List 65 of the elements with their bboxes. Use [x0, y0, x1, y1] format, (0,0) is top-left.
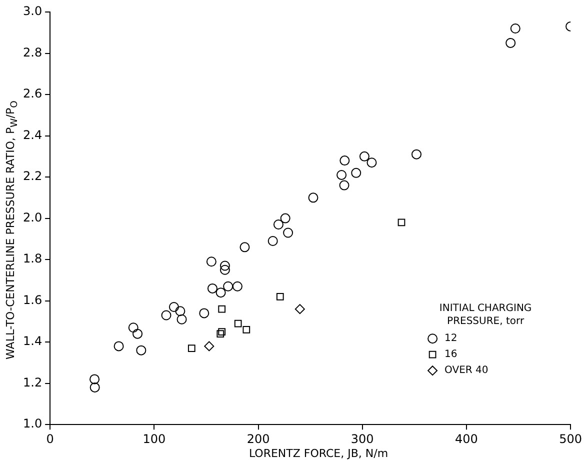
y-tick-label: 2.6	[22, 86, 42, 101]
point	[273, 219, 284, 230]
point	[199, 308, 210, 318]
point	[161, 310, 172, 320]
point	[188, 344, 196, 352]
y-tick-label: 2.8	[22, 45, 42, 60]
point	[308, 192, 318, 203]
point	[398, 218, 406, 226]
x-tick-label: 400	[455, 432, 478, 446]
point	[207, 283, 218, 294]
y-tick-label: 1.2	[22, 375, 42, 390]
x-tick-label: 300	[350, 432, 374, 446]
point	[268, 236, 278, 246]
point	[136, 345, 146, 356]
point	[359, 151, 370, 162]
x-tick-label: 200	[246, 432, 270, 446]
point	[220, 260, 230, 271]
legend-label: 12	[444, 333, 458, 344]
point	[132, 328, 143, 339]
point	[168, 302, 179, 312]
point	[366, 158, 377, 168]
point	[510, 24, 520, 34]
point	[280, 213, 290, 224]
point	[220, 264, 230, 275]
point	[128, 322, 138, 333]
point	[90, 374, 100, 384]
point	[336, 170, 347, 180]
point	[218, 305, 226, 313]
legend-label: 16	[444, 349, 458, 360]
y-tick-label: 2.2	[22, 169, 42, 184]
y-tick-label: 2.0	[22, 210, 42, 224]
legend-title: INITIAL CHARGING PRESSURE, torr	[439, 303, 532, 328]
point	[242, 326, 250, 334]
point	[506, 38, 516, 48]
point	[175, 306, 186, 316]
point	[411, 149, 422, 160]
y-tick-label: 2.4	[22, 128, 42, 142]
point	[114, 341, 124, 352]
y-tick-label: 3.0	[22, 4, 42, 18]
point	[90, 382, 100, 392]
legend-label: OVER 40	[444, 365, 488, 376]
point	[216, 288, 226, 298]
point	[176, 314, 187, 324]
point	[218, 328, 226, 336]
point	[223, 281, 234, 292]
point	[240, 242, 250, 252]
point	[234, 320, 242, 328]
x-tick-label: 100	[142, 432, 166, 446]
point	[276, 293, 284, 300]
point	[283, 228, 294, 238]
x-axis-title: LORENTZ FORCE, JB, N/m	[248, 447, 390, 460]
point	[206, 256, 216, 267]
point	[351, 168, 362, 178]
y-tick-label: 1.4	[22, 334, 42, 348]
x-tick-label: 0	[46, 432, 54, 446]
point	[294, 304, 305, 314]
point	[232, 281, 242, 292]
point	[340, 156, 350, 166]
y-tick-label: 1.6	[22, 292, 42, 307]
point	[204, 341, 214, 352]
point	[216, 330, 224, 338]
x-tick-label: 500	[559, 432, 582, 446]
point	[339, 180, 350, 190]
y-tick-label: 1.8	[22, 252, 42, 266]
y-tick-label: 1.0	[22, 416, 42, 431]
